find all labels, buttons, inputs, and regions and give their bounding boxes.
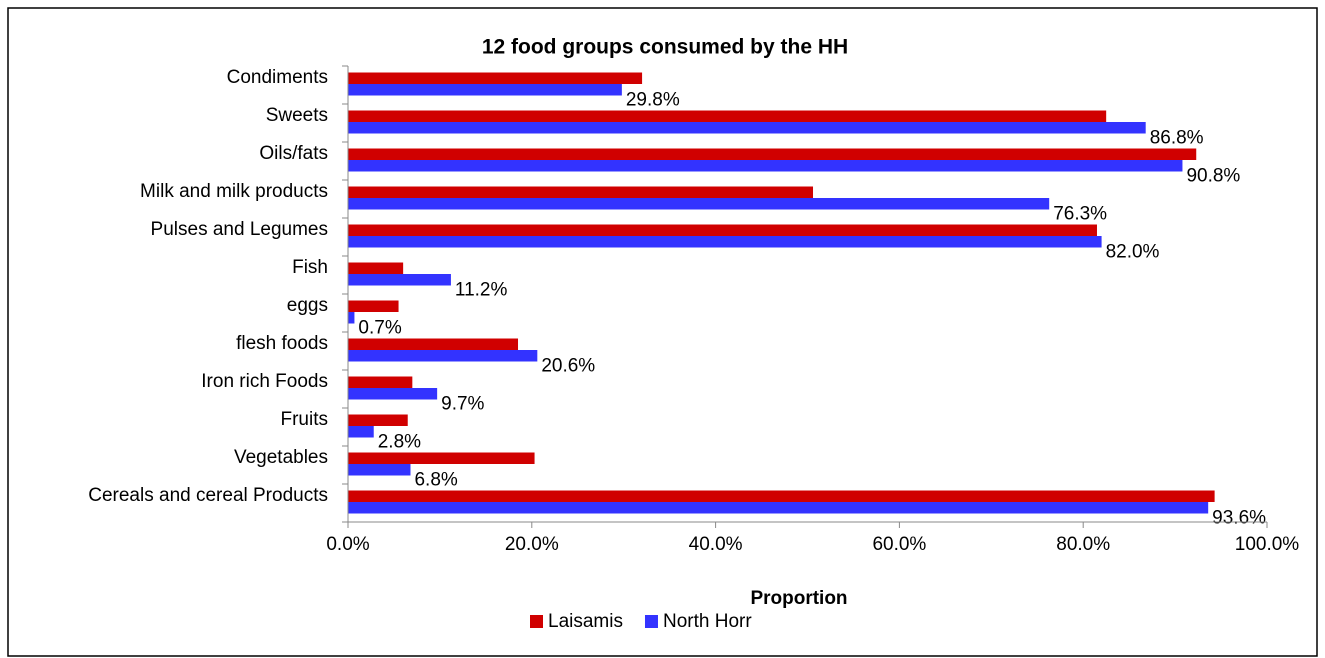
bar <box>348 236 1102 248</box>
bar <box>348 274 451 286</box>
x-axis-title: Proportion <box>750 588 847 609</box>
x-tick-label: 100.0% <box>1235 534 1300 555</box>
y-tick-label: Iron rich Foods <box>201 371 328 392</box>
data-label: 29.8% <box>626 90 680 111</box>
bar <box>348 300 399 312</box>
bar <box>348 148 1197 160</box>
x-tick-label: 60.0% <box>872 534 926 555</box>
y-tick-label: Cereals and cereal Products <box>88 485 328 506</box>
bar <box>348 262 404 274</box>
y-tick-label: Condiments <box>227 67 328 88</box>
bar <box>348 490 1215 502</box>
bar <box>348 388 438 400</box>
y-tick-label: Vegetables <box>234 447 328 468</box>
data-label: 93.6% <box>1212 508 1266 529</box>
data-label: 11.2% <box>455 280 508 301</box>
y-tick-label: Milk and milk products <box>140 181 328 202</box>
bar <box>348 122 1146 134</box>
y-tick-label: Fish <box>292 257 328 278</box>
data-label: 76.3% <box>1053 204 1107 225</box>
bar <box>348 414 408 426</box>
data-label: 20.6% <box>541 356 595 377</box>
bar <box>348 338 519 350</box>
bar <box>348 464 411 476</box>
data-label: 0.7% <box>358 318 401 339</box>
x-tick-label: 80.0% <box>1056 534 1110 555</box>
y-tick-label: eggs <box>287 295 328 316</box>
bar <box>348 72 643 84</box>
x-tick-label: 0.0% <box>326 534 369 555</box>
data-label: 2.8% <box>378 432 421 453</box>
data-label: 9.7% <box>441 394 484 415</box>
legend-label: North Horr <box>663 611 752 632</box>
bar <box>348 198 1050 210</box>
data-label: 90.8% <box>1186 166 1240 187</box>
bar <box>348 84 622 96</box>
bar <box>348 376 413 388</box>
bar <box>348 350 538 362</box>
y-tick-label: Fruits <box>281 409 329 430</box>
bar <box>348 160 1183 172</box>
data-label: 86.8% <box>1150 128 1204 149</box>
legend-swatch <box>530 615 543 628</box>
y-tick-label: Oils/fats <box>259 143 328 164</box>
legend-label: Laisamis <box>548 611 623 632</box>
bar <box>348 224 1097 236</box>
bar <box>348 502 1209 514</box>
y-tick-label: Pulses and Legumes <box>151 219 328 240</box>
x-tick-label: 40.0% <box>689 534 743 555</box>
y-tick-label: flesh foods <box>236 333 328 354</box>
bar <box>348 312 355 324</box>
legend-swatch <box>644 615 658 628</box>
chart-title: 12 food groups consumed by the HH <box>482 36 848 59</box>
bar <box>348 452 535 464</box>
bar <box>348 110 1107 122</box>
y-tick-label: Sweets <box>266 105 328 126</box>
bar <box>348 426 374 438</box>
data-label: 6.8% <box>414 470 457 491</box>
data-label: 82.0% <box>1106 242 1160 263</box>
bar <box>348 186 814 198</box>
x-tick-label: 20.0% <box>505 534 559 555</box>
